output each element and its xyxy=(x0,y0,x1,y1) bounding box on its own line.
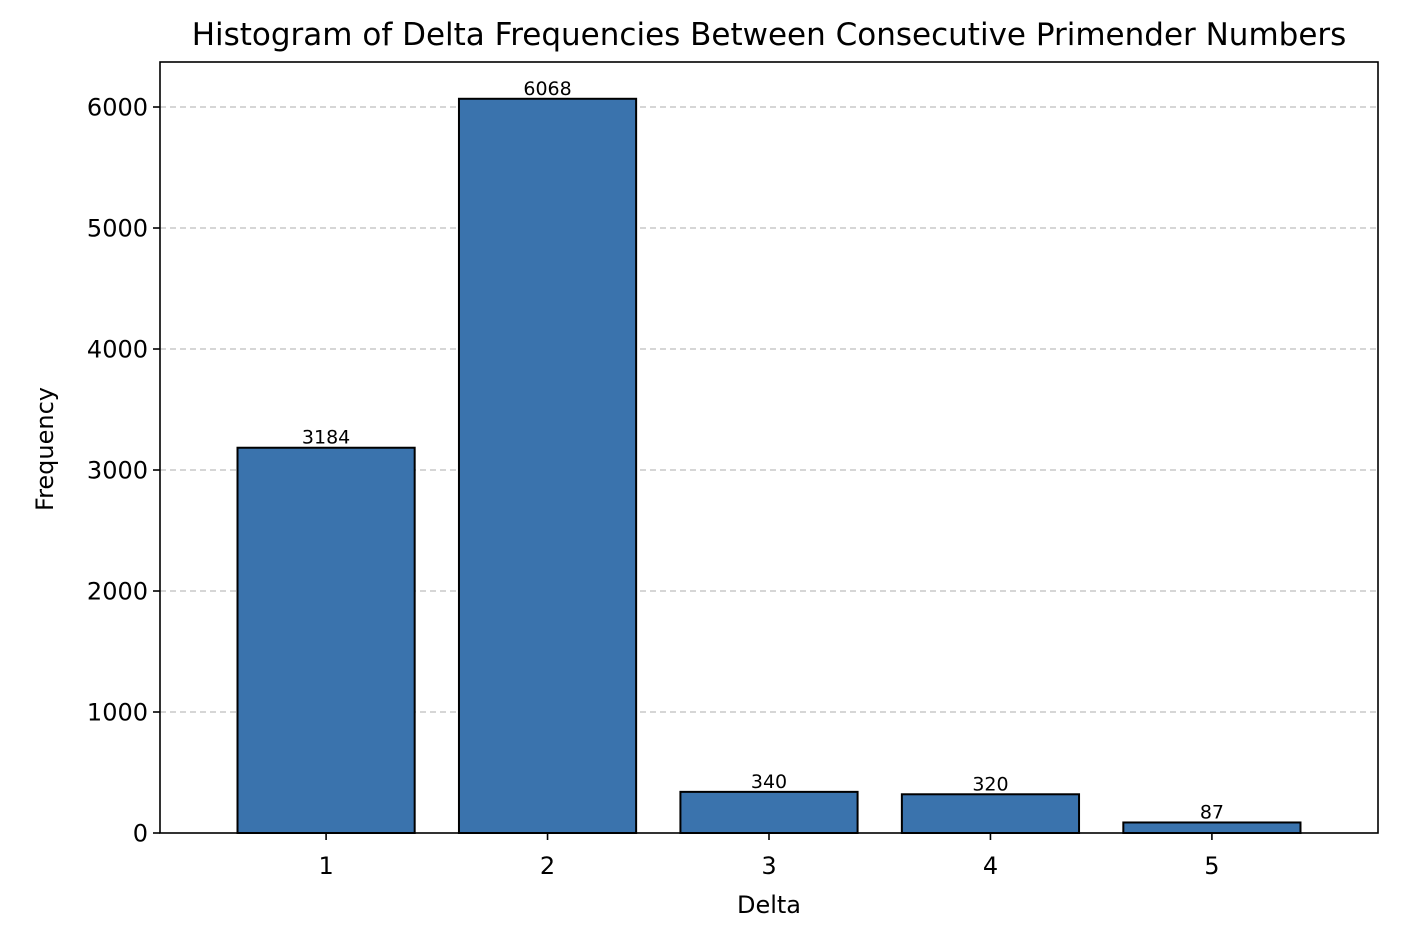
x-tick-label: 3 xyxy=(761,852,776,880)
x-tick-label: 1 xyxy=(318,852,333,880)
bar-value-label: 6068 xyxy=(523,78,571,100)
x-tick-label: 4 xyxy=(983,852,998,880)
bar-delta-1 xyxy=(236,446,416,834)
bar-delta-3 xyxy=(679,790,859,835)
chart-title: Histogram of Delta Frequencies Between C… xyxy=(192,17,1347,53)
ticks: 0 1000 2000 3000 4000 5000 6000 1 2 3 4 5 xyxy=(87,94,1220,880)
bar-value-label: 87 xyxy=(1200,801,1224,823)
bar-value-label: 3184 xyxy=(302,427,350,449)
y-tick-label: 3000 xyxy=(87,457,148,485)
y-tick-label: 6000 xyxy=(87,94,148,122)
data-labels: 3184 6068 340 320 87 xyxy=(302,78,1224,824)
x-tick-label: 5 xyxy=(1204,852,1219,880)
y-tick-label: 0 xyxy=(133,820,148,848)
y-tick-label: 2000 xyxy=(87,578,148,606)
bars xyxy=(236,97,1302,835)
bar-delta-4 xyxy=(900,793,1081,834)
x-axis-label: Delta xyxy=(737,891,801,919)
y-axis-label: Frequency xyxy=(31,387,59,511)
y-tick-label: 1000 xyxy=(87,699,148,727)
bar-delta-2 xyxy=(457,97,638,834)
bar-delta-5 xyxy=(1122,821,1302,834)
bar-value-label: 340 xyxy=(751,771,787,793)
y-tick-label: 5000 xyxy=(87,215,148,243)
bar-value-label: 320 xyxy=(972,773,1008,795)
x-tick-label: 2 xyxy=(540,852,555,880)
y-tick-label: 4000 xyxy=(87,336,148,364)
